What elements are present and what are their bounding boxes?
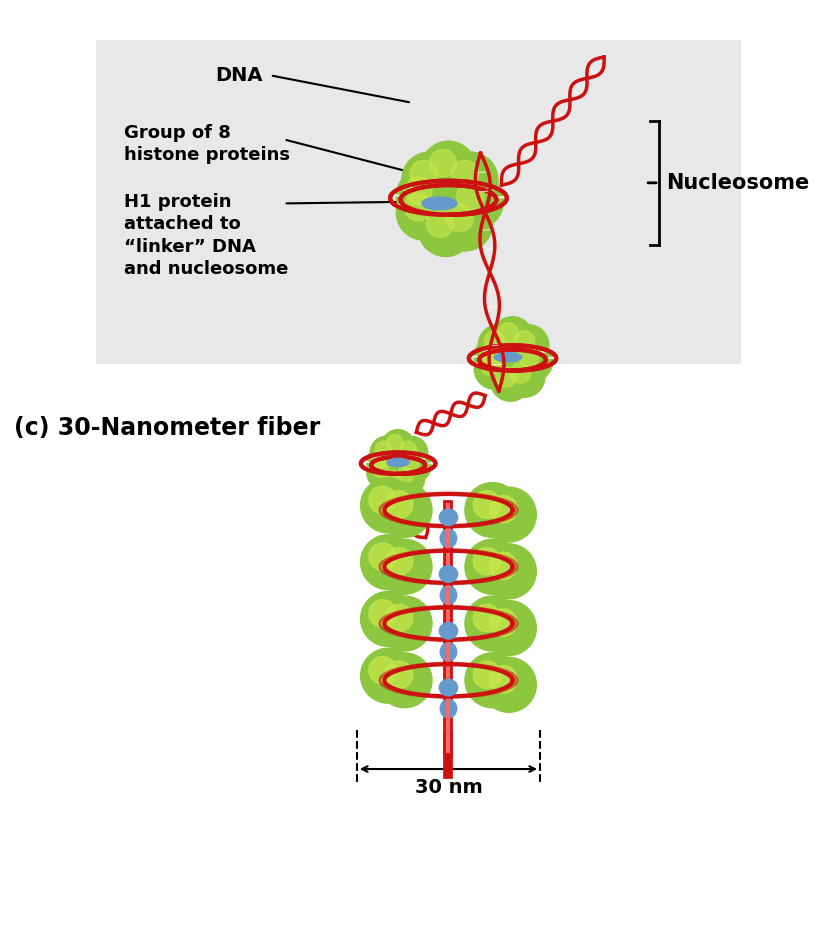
Circle shape (511, 363, 530, 383)
Ellipse shape (439, 566, 457, 582)
Ellipse shape (440, 586, 456, 604)
Circle shape (504, 357, 545, 397)
Circle shape (438, 196, 493, 251)
Circle shape (367, 456, 400, 489)
Ellipse shape (440, 530, 456, 547)
Circle shape (397, 468, 413, 484)
Circle shape (380, 466, 413, 499)
Circle shape (456, 182, 484, 210)
Circle shape (360, 478, 415, 533)
Ellipse shape (422, 197, 456, 210)
Ellipse shape (388, 459, 409, 467)
Circle shape (369, 543, 397, 571)
Circle shape (481, 658, 536, 713)
Circle shape (395, 436, 428, 469)
Circle shape (401, 152, 456, 207)
Circle shape (490, 361, 530, 402)
Circle shape (475, 349, 515, 389)
Circle shape (475, 337, 515, 377)
Circle shape (410, 161, 438, 188)
Ellipse shape (440, 700, 456, 717)
Circle shape (519, 347, 539, 367)
Circle shape (360, 648, 415, 703)
Text: Nucleosome: Nucleosome (667, 173, 810, 192)
Circle shape (489, 552, 517, 580)
Circle shape (489, 609, 517, 636)
Circle shape (512, 341, 553, 381)
Circle shape (498, 323, 519, 343)
Circle shape (369, 600, 397, 627)
Text: DNA: DNA (215, 65, 263, 85)
Circle shape (479, 325, 519, 365)
Circle shape (405, 177, 432, 205)
Circle shape (360, 535, 415, 589)
Circle shape (480, 355, 501, 375)
Circle shape (369, 657, 397, 684)
Circle shape (508, 325, 548, 365)
Circle shape (426, 210, 454, 237)
Circle shape (481, 488, 536, 542)
Circle shape (493, 317, 533, 357)
Circle shape (429, 149, 456, 177)
Circle shape (377, 596, 432, 651)
Circle shape (465, 483, 520, 537)
Ellipse shape (439, 623, 457, 639)
Circle shape (497, 367, 516, 388)
Circle shape (385, 604, 413, 631)
Text: (c) 30-Nanometer fiber: (c) 30-Nanometer fiber (14, 416, 320, 440)
Circle shape (360, 591, 415, 646)
Circle shape (448, 174, 503, 229)
Circle shape (385, 661, 413, 688)
Circle shape (405, 193, 432, 220)
Circle shape (446, 205, 473, 232)
Circle shape (481, 601, 536, 656)
Circle shape (372, 461, 388, 477)
Circle shape (473, 661, 501, 688)
Circle shape (377, 653, 432, 708)
Circle shape (465, 596, 520, 651)
Circle shape (370, 436, 403, 469)
Circle shape (377, 539, 432, 594)
Text: Group of 8
histone proteins: Group of 8 histone proteins (123, 124, 290, 164)
Circle shape (397, 185, 452, 240)
Circle shape (385, 490, 413, 518)
Circle shape (398, 449, 431, 482)
Circle shape (452, 161, 479, 188)
Circle shape (473, 604, 501, 631)
Ellipse shape (439, 679, 457, 696)
Circle shape (387, 434, 403, 451)
Circle shape (465, 653, 520, 708)
Circle shape (489, 666, 517, 693)
Circle shape (403, 454, 420, 471)
Circle shape (369, 487, 397, 514)
Circle shape (489, 495, 517, 523)
Ellipse shape (439, 509, 457, 526)
Circle shape (385, 471, 401, 488)
Circle shape (515, 331, 534, 351)
Circle shape (481, 544, 536, 599)
Circle shape (473, 490, 501, 518)
Text: H1 protein
attached to
“linker” DNA
and nucleosome: H1 protein attached to “linker” DNA and … (123, 193, 288, 277)
Circle shape (400, 441, 416, 458)
Circle shape (377, 483, 432, 537)
Text: 30 nm: 30 nm (415, 778, 483, 798)
Circle shape (375, 441, 392, 458)
Circle shape (418, 202, 473, 257)
Circle shape (372, 451, 388, 468)
Bar (96, 39, 741, 363)
Circle shape (443, 152, 498, 207)
Circle shape (392, 462, 424, 496)
Circle shape (397, 169, 452, 223)
Circle shape (480, 343, 501, 363)
Circle shape (382, 430, 415, 462)
Circle shape (385, 547, 413, 575)
Ellipse shape (494, 353, 521, 361)
Circle shape (367, 446, 400, 479)
Circle shape (421, 141, 476, 196)
Circle shape (465, 539, 520, 594)
Circle shape (484, 331, 504, 351)
Ellipse shape (440, 643, 456, 661)
Circle shape (473, 547, 501, 575)
